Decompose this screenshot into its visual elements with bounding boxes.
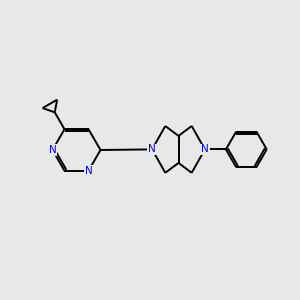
Text: N: N	[148, 144, 156, 154]
Text: N: N	[201, 144, 209, 154]
Text: N: N	[49, 145, 56, 155]
Text: N: N	[85, 166, 92, 176]
